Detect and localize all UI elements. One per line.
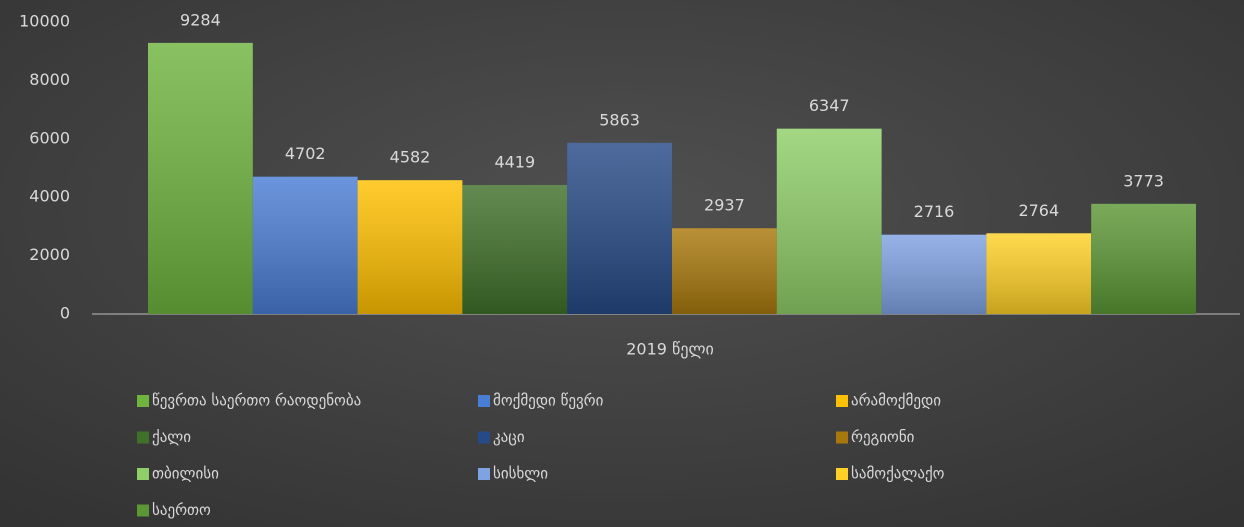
legend-swatch <box>478 468 490 480</box>
legend-swatch <box>836 395 848 407</box>
bar-sheen <box>148 42 253 315</box>
bar-sheen <box>357 180 463 314</box>
y-tick-label: 6000 <box>29 128 70 147</box>
legend-label: სისხლი <box>493 465 548 483</box>
bar-sheen <box>672 228 777 314</box>
bar-sheen <box>986 233 1092 314</box>
y-tick-label: 4000 <box>29 187 70 206</box>
legend-label: სამოქალაქო <box>851 465 945 483</box>
legend-label: წევრთა საერთო რაოდენობა <box>152 392 361 410</box>
bar-sheen <box>1091 203 1196 314</box>
value-label: 4419 <box>494 152 535 171</box>
y-tick-label: 0 <box>60 304 70 323</box>
y-tick-label: 2000 <box>29 245 70 264</box>
legend-label: მოქმედი წევრი <box>493 392 604 410</box>
value-label: 2937 <box>704 196 745 215</box>
bar-sheen <box>881 234 987 314</box>
legend-label: თბილისი <box>152 465 219 483</box>
value-label: 5863 <box>599 110 640 129</box>
legend-label: კაცი <box>493 428 525 446</box>
y-tick-label: 8000 <box>29 70 70 89</box>
value-label: 9284 <box>180 10 221 29</box>
legend-swatch <box>478 431 490 444</box>
value-label: 3773 <box>1123 171 1164 190</box>
legend-swatch <box>836 431 848 444</box>
legend-label: ქალი <box>152 428 191 446</box>
legend-label: საერთო <box>152 501 211 519</box>
legend-swatch <box>478 395 490 407</box>
legend-swatch <box>137 431 149 444</box>
x-tick-label: 2019 წელი <box>626 340 714 359</box>
value-label: 6347 <box>809 96 850 115</box>
legend-swatch <box>137 468 149 480</box>
legend-label: რეგიონი <box>851 428 915 446</box>
legend-swatch <box>137 395 149 407</box>
legend-swatch <box>137 504 149 517</box>
bar-sheen <box>252 176 358 314</box>
bar-sheen <box>462 184 568 314</box>
legend-swatch <box>836 468 848 480</box>
bar-sheen <box>567 142 672 314</box>
value-label: 2716 <box>914 202 955 221</box>
bar-sheen <box>776 128 882 314</box>
y-tick-label: 10000 <box>19 12 70 31</box>
value-label: 2764 <box>1018 201 1059 220</box>
value-label: 4702 <box>285 144 326 163</box>
legend-label: არამოქმედი <box>851 392 941 410</box>
value-label: 4582 <box>390 148 431 167</box>
